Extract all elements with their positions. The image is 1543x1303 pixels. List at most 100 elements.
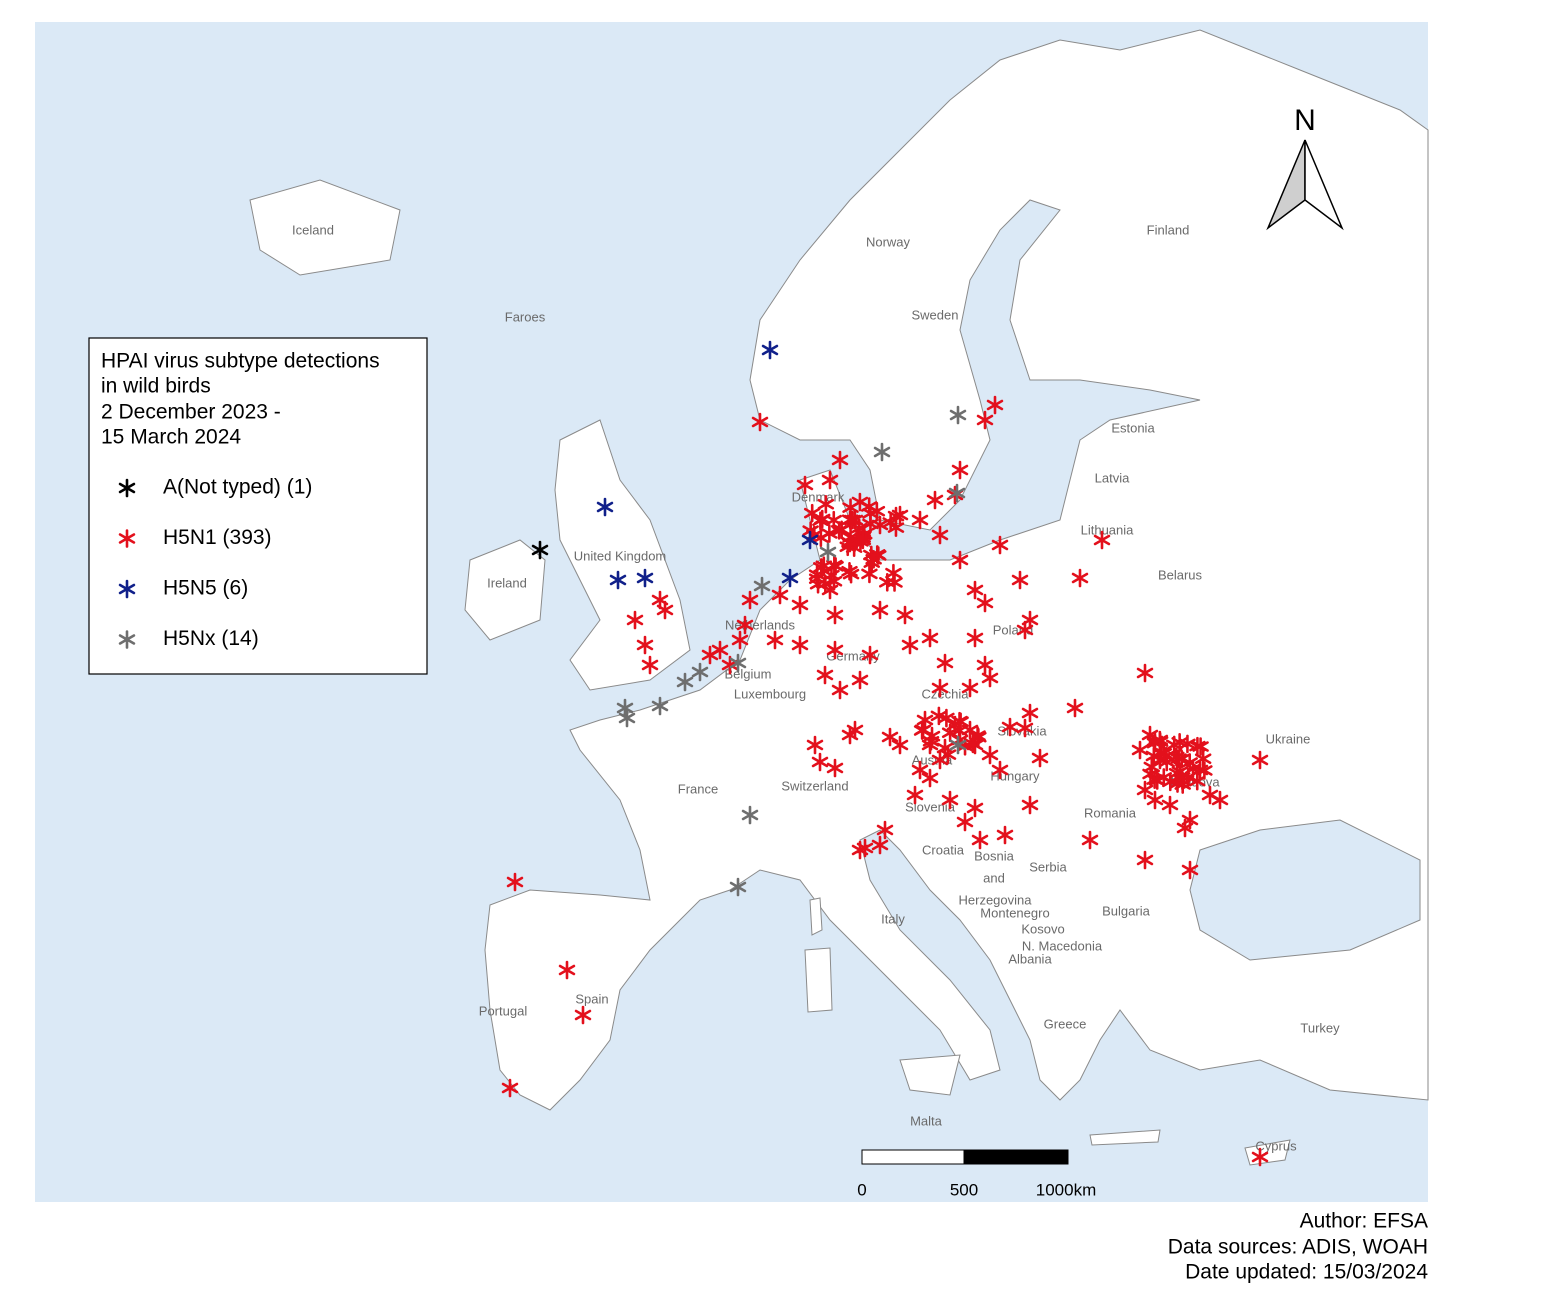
mainland xyxy=(484,29,1429,1111)
detection-marker xyxy=(930,706,948,726)
detection-marker xyxy=(846,720,864,740)
detection-marker xyxy=(729,877,747,897)
detection-marker xyxy=(1181,860,1199,880)
detection-marker xyxy=(1136,850,1154,870)
footer-date: Date updated: 15/03/2024 xyxy=(1185,1261,1428,1284)
legend-label: H5Nx (14) xyxy=(163,627,259,650)
country-label: N. Macedonia xyxy=(1022,938,1103,953)
detection-marker xyxy=(691,662,709,682)
detection-marker xyxy=(574,1005,592,1025)
detection-marker xyxy=(1194,749,1212,769)
detection-marker xyxy=(741,590,759,610)
scale-label: 500 xyxy=(950,1180,978,1199)
detection-marker xyxy=(936,653,954,673)
detection-marker xyxy=(1211,790,1229,810)
footer-author: Author: EFSA xyxy=(1300,1210,1428,1233)
scale-bar: 0 500 1000km xyxy=(857,1149,1096,1199)
detection-marker xyxy=(966,798,984,818)
country-label: Ukraine xyxy=(1266,731,1311,746)
detection-marker xyxy=(951,550,969,570)
detection-marker xyxy=(831,450,849,470)
detection-marker xyxy=(931,678,949,698)
country-label: France xyxy=(678,781,718,796)
detection-marker xyxy=(501,1078,519,1098)
detection-marker xyxy=(826,640,844,660)
detection-marker xyxy=(871,600,889,620)
legend-label: H5N1 (393) xyxy=(163,526,272,549)
detection-marker xyxy=(656,600,674,620)
detection-marker xyxy=(816,665,834,685)
detection-marker xyxy=(921,768,939,788)
detection-marker xyxy=(861,564,878,584)
detection-marker xyxy=(1165,735,1183,755)
legend-label: H5N5 (6) xyxy=(163,577,248,600)
legend-symbol xyxy=(118,579,136,599)
country-label: Iceland xyxy=(292,222,334,237)
detection-marker xyxy=(841,561,858,581)
country-label: Croatia xyxy=(922,842,965,857)
detection-marker xyxy=(1143,757,1160,777)
detection-marker xyxy=(1131,740,1149,760)
detection-marker xyxy=(922,732,940,751)
detection-marker xyxy=(949,735,967,755)
country-label: Belgium xyxy=(725,666,772,681)
detection-marker xyxy=(1146,790,1164,810)
detection-marker xyxy=(1251,750,1269,770)
detection-marker xyxy=(981,745,999,765)
detection-marker xyxy=(761,340,779,360)
detection-marker xyxy=(896,605,914,625)
footer-sources: Data sources: ADIS, WOAH xyxy=(1168,1236,1428,1259)
detection-marker xyxy=(819,542,837,562)
iceland xyxy=(249,179,401,276)
detection-marker xyxy=(991,535,1009,555)
country-label: Kosovo xyxy=(1021,921,1064,936)
country-label: Sweden xyxy=(912,307,959,322)
detection-marker xyxy=(1136,780,1154,800)
country-label: Bulgaria xyxy=(1102,903,1150,918)
detection-marker xyxy=(830,521,848,540)
detection-marker xyxy=(948,483,966,503)
country-label: Denmark xyxy=(792,489,845,504)
detection-marker xyxy=(941,723,959,743)
detection-marker xyxy=(911,760,929,780)
detection-marker xyxy=(801,530,819,550)
detection-marker xyxy=(1066,698,1084,718)
detection-marker xyxy=(596,497,614,517)
detection-marker xyxy=(791,595,809,615)
detection-marker xyxy=(913,721,931,740)
country-label: Greece xyxy=(1044,1016,1087,1031)
detection-marker xyxy=(1146,733,1164,753)
country-label: Estonia xyxy=(1111,420,1155,435)
detection-marker xyxy=(856,838,874,858)
detection-marker xyxy=(976,410,994,430)
country-label: Belarus xyxy=(1158,567,1203,582)
detection-marker xyxy=(731,630,749,650)
detection-marker xyxy=(901,635,919,655)
detection-marker xyxy=(876,820,894,840)
detection-marker xyxy=(1179,768,1197,787)
detection-marker xyxy=(873,442,891,462)
country-label: Poland xyxy=(993,622,1033,637)
detection-marker xyxy=(996,825,1014,845)
detection-marker xyxy=(766,630,784,650)
detection-marker xyxy=(506,872,524,892)
detection-marker xyxy=(956,812,974,832)
detection-marker xyxy=(971,830,989,850)
country-label: United Kingdom xyxy=(574,548,667,563)
detection-marker xyxy=(636,568,654,588)
detection-marker xyxy=(651,696,669,716)
north-arrow: N xyxy=(1266,104,1344,231)
detection-marker xyxy=(1189,736,1206,756)
country-label: Portugal xyxy=(479,1003,528,1018)
land xyxy=(249,29,1429,1166)
detection-marker xyxy=(771,585,789,605)
legend: HPAI virus subtype detections in wild bi… xyxy=(88,337,428,675)
north-label: N xyxy=(1294,104,1316,137)
detection-marker xyxy=(891,735,909,755)
detection-marker xyxy=(636,635,654,655)
detection-marker xyxy=(851,492,869,512)
detection-marker xyxy=(729,653,747,673)
country-label: Netherlands xyxy=(725,617,796,632)
detection-marker xyxy=(931,525,949,545)
detection-marker xyxy=(1148,771,1166,790)
